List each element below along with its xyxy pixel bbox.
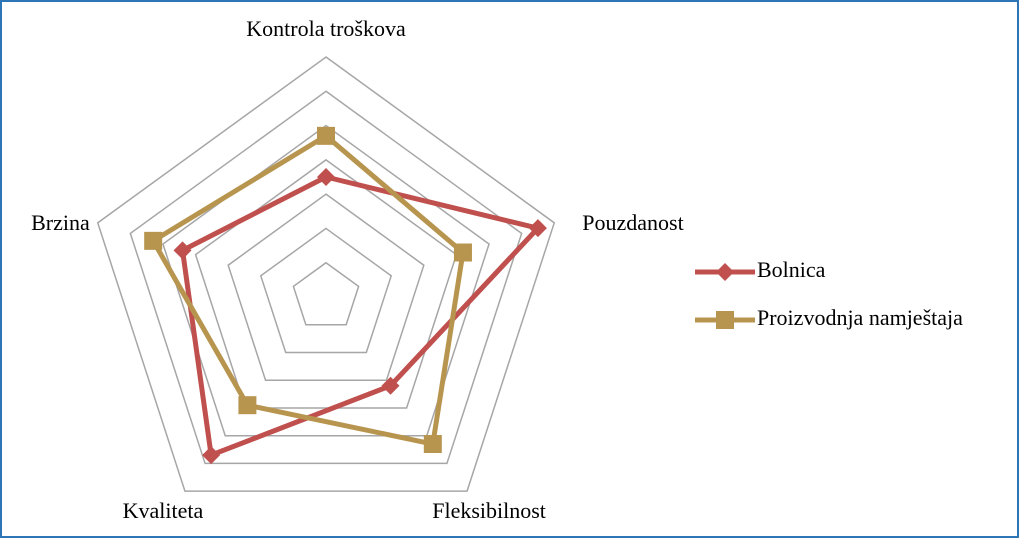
data-point	[317, 126, 335, 145]
data-point	[528, 219, 547, 238]
data-point	[238, 396, 257, 415]
legend-marker	[716, 311, 734, 329]
series-line	[180, 174, 541, 458]
data-point	[453, 243, 472, 262]
data-point	[202, 446, 221, 465]
axis-label: Kontrola troškova	[246, 16, 406, 41]
axis-label: Kvaliteta	[123, 498, 204, 523]
series-line	[150, 133, 466, 447]
legend-marker	[716, 263, 734, 281]
grid-ring	[96, 56, 556, 492]
data-point	[423, 435, 442, 454]
grid-ring	[227, 193, 425, 381]
legend-label: Bolnica	[757, 257, 826, 282]
data-point	[144, 231, 163, 250]
grid-ring	[292, 261, 360, 326]
grid-ring	[259, 227, 393, 354]
data-point	[317, 168, 335, 186]
grid-ring	[162, 124, 490, 437]
data-point	[381, 376, 400, 395]
grid-ring	[129, 90, 523, 465]
axis-label: Fleksibilnost	[432, 498, 546, 523]
axis-label: Brzina	[31, 210, 90, 235]
axis-label: Pouzdanost	[582, 210, 683, 235]
data-point	[173, 241, 192, 260]
grid-ring	[194, 158, 458, 409]
legend-label: Proizvodnja namještaja	[757, 305, 963, 330]
